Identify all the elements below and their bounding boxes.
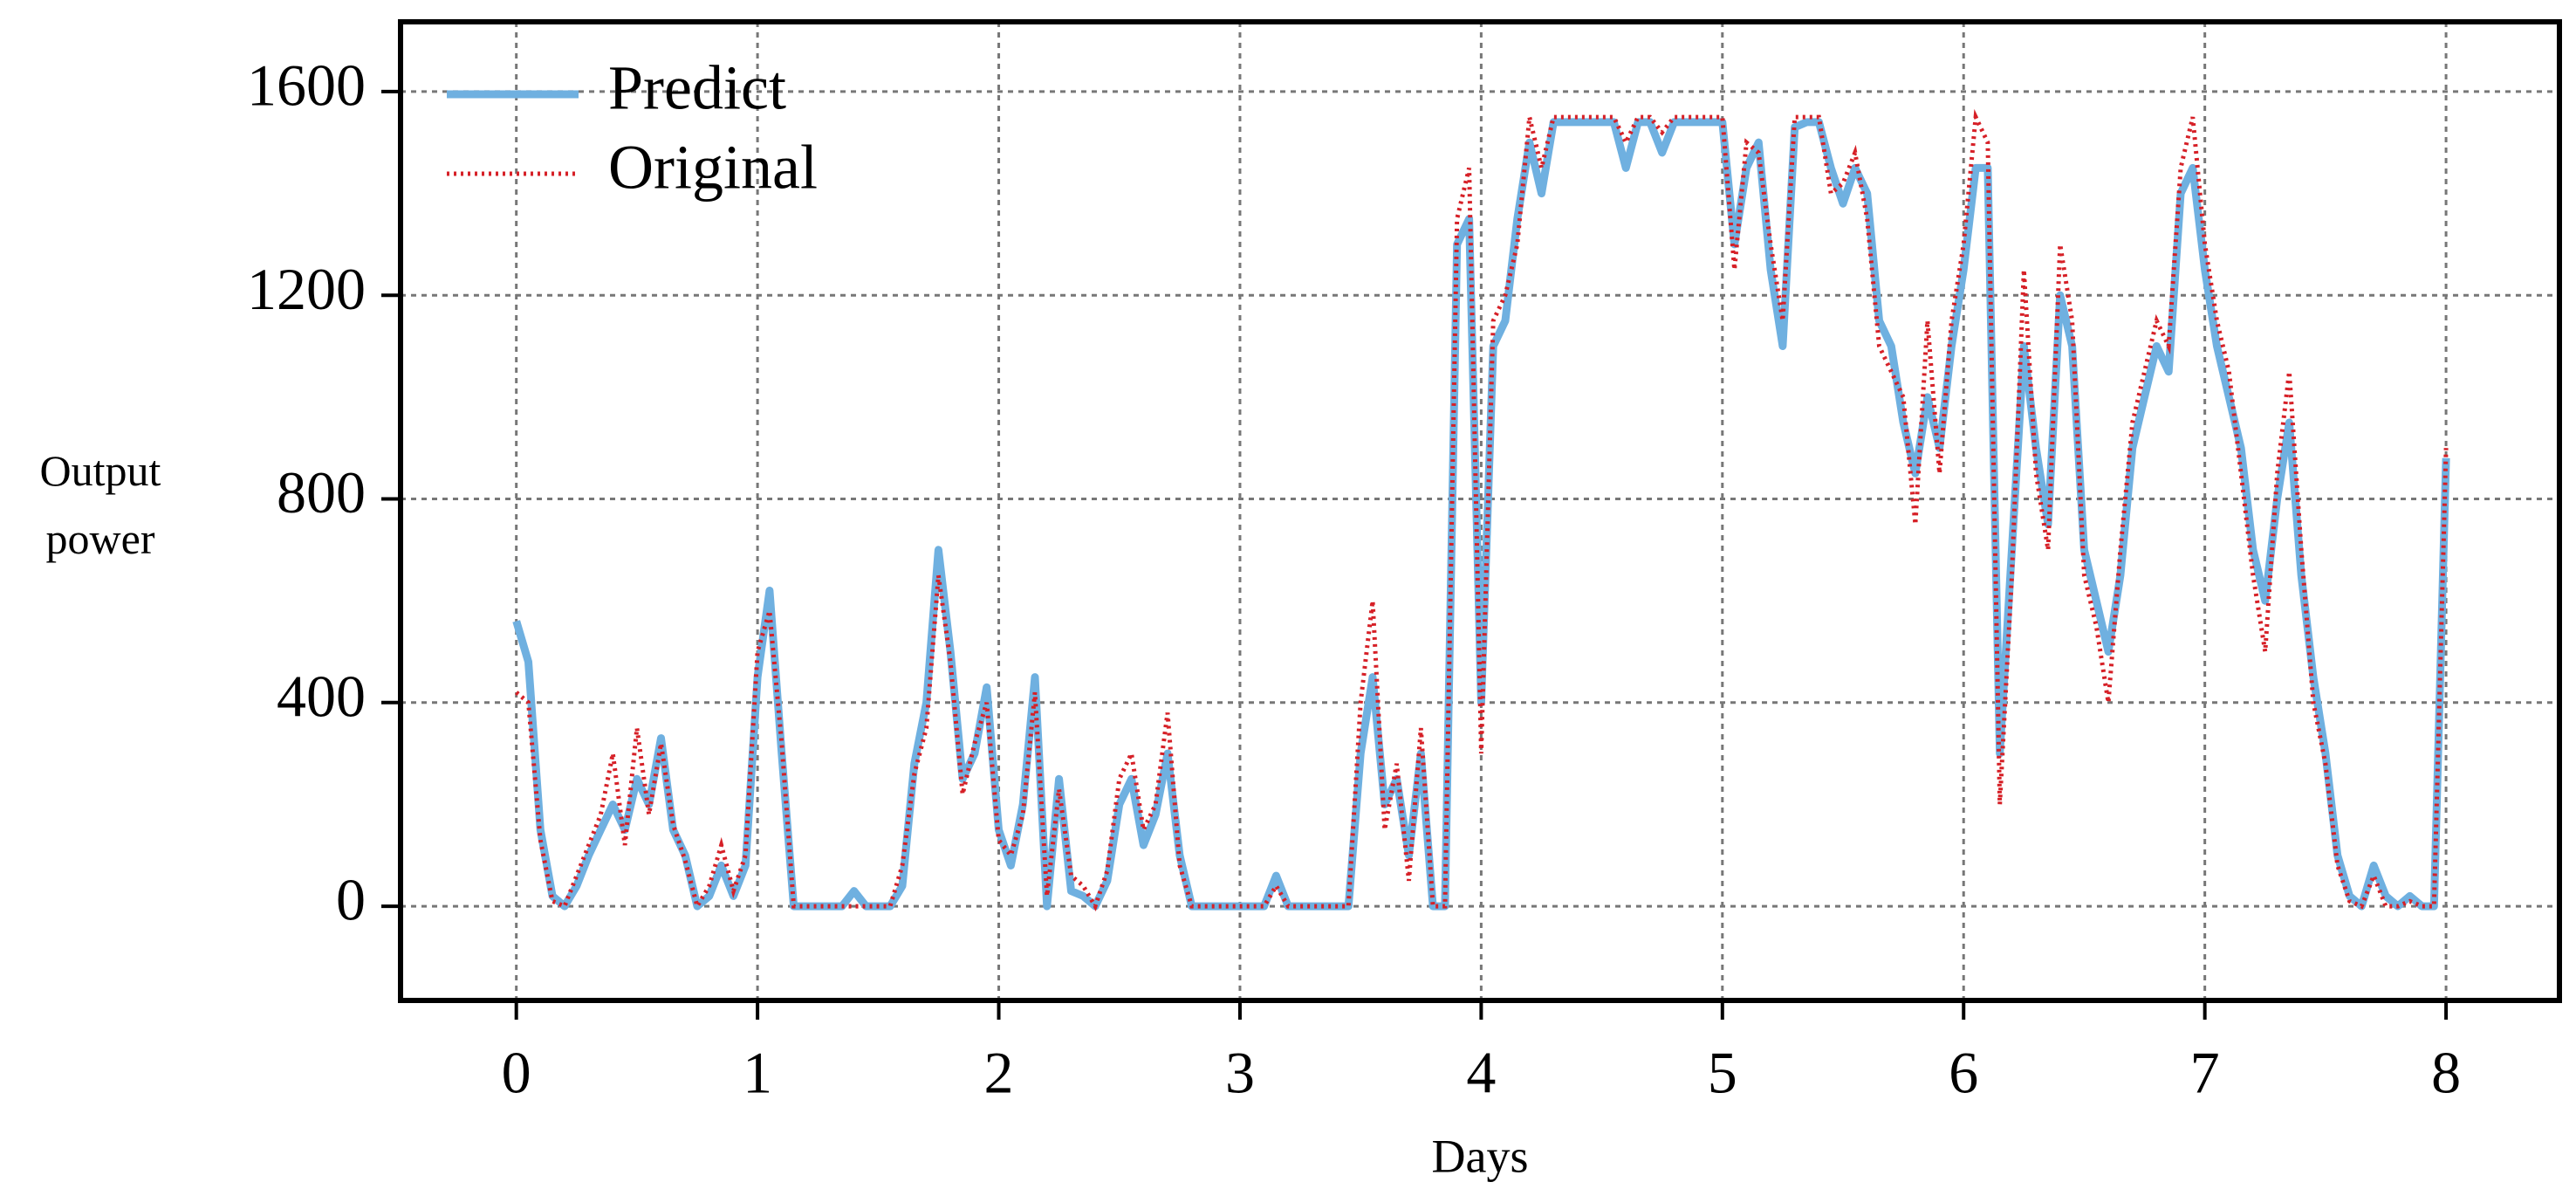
y-tick-label: 1600 (247, 52, 366, 119)
y-tick-label: 400 (277, 663, 366, 729)
x-tick-label: 8 (2431, 1040, 2461, 1106)
x-tick-label: 6 (1949, 1040, 1978, 1106)
y-tick-label: 0 (336, 867, 366, 933)
x-tick-label: 4 (1466, 1040, 1496, 1106)
series-line (512, 118, 2450, 911)
x-tick-label: 1 (743, 1040, 772, 1106)
x-tick-label: 5 (1708, 1040, 1737, 1106)
x-tick-label: 7 (2190, 1040, 2220, 1106)
x-tick-label: 2 (984, 1040, 1014, 1106)
legend-label: Original (608, 133, 818, 203)
y-axis-label: Output power (39, 446, 161, 563)
x-tick-label: 3 (1225, 1040, 1255, 1106)
plot-frame (398, 19, 2562, 1003)
x-tick-label: 0 (502, 1040, 531, 1106)
y-tick-label: 1200 (247, 256, 366, 322)
x-axis-label: Days (1432, 1130, 1529, 1182)
y-tick-label: 800 (277, 459, 366, 526)
series-line (515, 108, 2449, 912)
legend-label: Predict (608, 53, 786, 123)
